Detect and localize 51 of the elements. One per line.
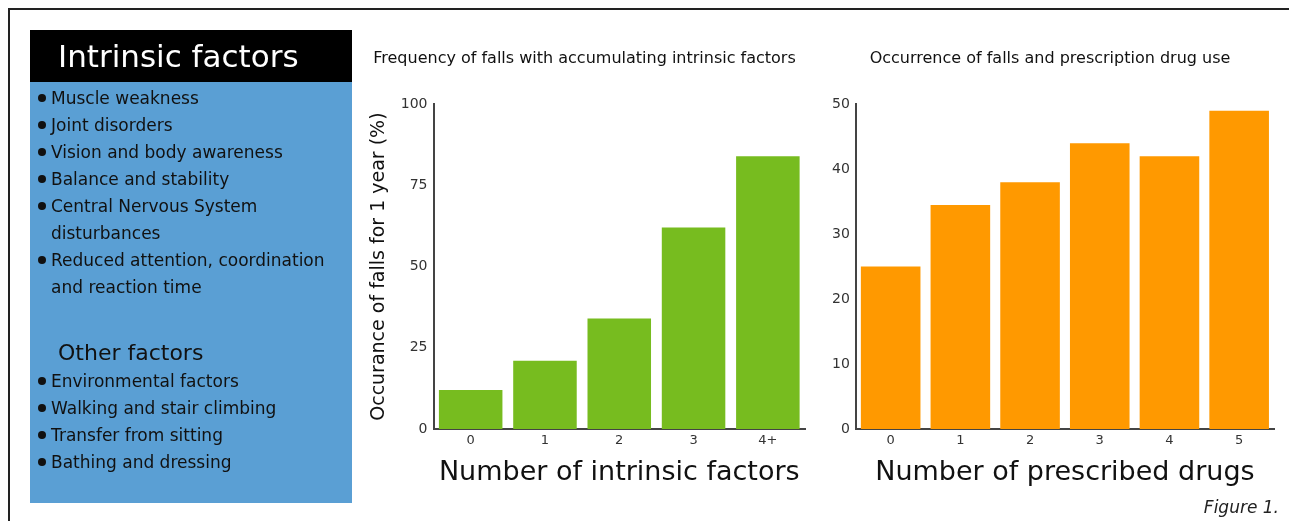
bar [587, 318, 652, 429]
bar [1000, 182, 1060, 429]
text: Transfer from sitting [51, 425, 223, 445]
y-tick-label: 75 [409, 176, 428, 193]
text: Walking and stair climbing [51, 398, 277, 418]
y-tick-label: 100 [400, 94, 428, 111]
x-tick-label: 1 [540, 432, 550, 448]
bar [860, 266, 921, 429]
chart-title: Frequency of falls with accumulating intrinsic factors [373, 47, 796, 67]
text: Balance and stability [51, 169, 230, 189]
y-tick-label: 30 [831, 224, 850, 241]
text: Central Nervous System disturbances [51, 196, 258, 243]
text: Environmental factors [51, 371, 239, 391]
text: Intrinsic factors [30, 30, 352, 82]
text: Bathing and dressing [51, 452, 232, 472]
x-tick-label: 0 [886, 432, 895, 448]
x-tick-label: 0 [466, 432, 475, 448]
bar [1209, 110, 1269, 429]
y-tick-label: 40 [831, 159, 850, 176]
y-tick-label: 50 [409, 257, 428, 274]
x-tick-label: 3 [689, 432, 698, 448]
chart-title: Occurrence of falls and prescription drug use [869, 47, 1231, 67]
text: Joint disorders [51, 115, 173, 135]
x-tick-label: 4 [1165, 432, 1174, 448]
y-tick-label: 0 [418, 419, 428, 436]
bar [930, 204, 991, 429]
y-tick-label: 25 [409, 338, 428, 355]
text: Other factors [57, 339, 205, 367]
bar [438, 390, 503, 429]
text: Muscle weakness [51, 88, 199, 108]
x-tick-label: 2 [615, 432, 624, 448]
bar [736, 156, 800, 429]
y-tick-label: 10 [831, 354, 850, 371]
y-tick-label: 50 [831, 94, 850, 111]
x-tick-label: 5 [1235, 432, 1244, 448]
bar [513, 360, 577, 429]
x-tick-label: 4+ [758, 432, 778, 448]
caption: Figure 1. [1203, 497, 1279, 517]
x-tick-label: 1 [956, 432, 965, 448]
y-axis-title: Occurance of falls for 1 year (%) [366, 112, 389, 421]
bar [661, 227, 726, 429]
x-tick-label: 2 [1025, 432, 1035, 448]
y-tick-label: 0 [840, 419, 850, 436]
x-axis-title: Number of prescribed drugs [875, 454, 1255, 486]
bar [1139, 156, 1200, 429]
x-tick-label: 3 [1095, 432, 1104, 448]
y-tick-label: 20 [831, 289, 850, 306]
text: Reduced attention, coordination and reaction time [51, 250, 325, 297]
bar [1069, 143, 1130, 429]
text: Vision and body awareness [51, 142, 283, 162]
x-axis-title: Number of intrinsic factors [438, 454, 800, 486]
